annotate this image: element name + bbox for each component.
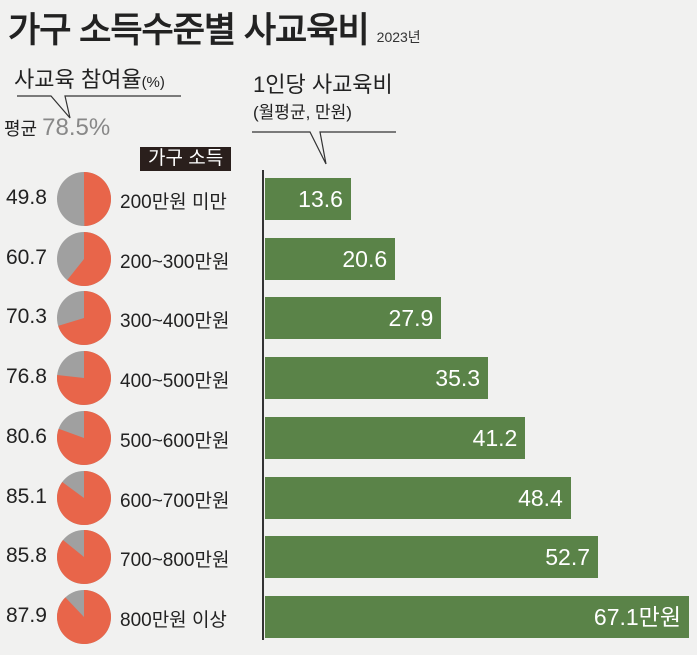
- cost-value-label: 13.6: [298, 186, 343, 212]
- participation-rate-label: 70.3: [6, 305, 47, 329]
- cost-bar: 20.6: [265, 237, 396, 280]
- cost-bar: 48.4: [265, 476, 571, 519]
- income-category-label: 200만원 미만: [120, 192, 227, 213]
- participation-pie: [57, 172, 111, 226]
- cost-bar: 41.2: [265, 416, 526, 459]
- cost-bar: 35.3: [265, 357, 489, 400]
- cost-title: 1인당 사교육비: [253, 72, 393, 97]
- participation-rate-label: 49.8: [6, 186, 47, 209]
- pie-slice-participating: [56, 410, 112, 465]
- pie-slice-participating: [84, 172, 111, 226]
- participation-pie: [56, 470, 112, 525]
- participation-pie: [57, 291, 111, 346]
- chart-title: 가구 소득수준별 사교육비: [8, 11, 370, 50]
- pie-slice-participating: [67, 231, 111, 286]
- average-value: 78.5%: [42, 114, 111, 141]
- income-category-label: 500~600만원: [120, 430, 230, 452]
- cost-value-label: 67.1만원: [593, 603, 681, 630]
- average-label: 평균: [4, 119, 38, 139]
- cost-subtitle: (월평균, 만원): [253, 103, 352, 122]
- participation-rate-label: 76.8: [6, 365, 47, 389]
- participation-pie: [56, 410, 112, 465]
- pie-slice-participating: [57, 530, 111, 585]
- cost-bar: 52.7: [265, 536, 598, 579]
- pie-slice-participating: [57, 589, 111, 644]
- income-category-label: 600~700만원: [120, 490, 230, 512]
- cost-value-label: 35.3: [435, 365, 481, 392]
- participation-pie: [57, 530, 111, 585]
- cost-value-label: 20.6: [342, 245, 388, 272]
- cost-bar: 13.6: [265, 178, 351, 220]
- axis-line: [262, 170, 264, 640]
- income-category-label: 200~300만원: [120, 251, 230, 273]
- participation-pie: [56, 351, 111, 406]
- cost-bar: 27.9: [265, 297, 442, 340]
- chart-year: 2023년: [376, 29, 421, 45]
- participation-callout: [17, 95, 181, 119]
- income-category-label: 800만원 이상: [120, 609, 227, 631]
- income-category-label: 300~400만원: [120, 311, 230, 333]
- title-row: 가구 소득수준별 사교육비 2023년: [8, 2, 421, 53]
- income-category-label: 400~500만원: [120, 371, 230, 393]
- participation-rate-label: 85.1: [6, 484, 47, 508]
- pie-slice-participating: [56, 351, 111, 406]
- participation-rate-label: 80.6: [6, 424, 47, 448]
- cost-value-label: 52.7: [545, 544, 590, 571]
- cost-value-label: 48.4: [518, 484, 563, 511]
- pie-slice-participating: [56, 470, 112, 525]
- participation-pie: [57, 589, 111, 644]
- cost-bar: 67.1만원: [265, 595, 689, 638]
- participation-unit: (%): [141, 74, 165, 91]
- participation-rate-label: 85.8: [6, 544, 47, 568]
- cost-callout: [252, 131, 396, 165]
- cost-value-label: 41.2: [472, 424, 518, 451]
- pie-slice-participating: [58, 291, 111, 346]
- participation-rate-label: 87.9: [6, 603, 47, 627]
- income-category-label: 700~800만원: [120, 550, 230, 572]
- income-label: 가구 소득: [140, 147, 232, 171]
- participation-pie: [57, 231, 111, 286]
- participation-label: 사교육 참여율(%): [14, 62, 165, 94]
- cost-value-label: 27.9: [388, 305, 434, 332]
- average-rate: 평균 78.5%: [4, 114, 110, 143]
- participation-rate-label: 60.7: [6, 245, 47, 269]
- participation-label-text: 사교육 참여율: [14, 67, 142, 92]
